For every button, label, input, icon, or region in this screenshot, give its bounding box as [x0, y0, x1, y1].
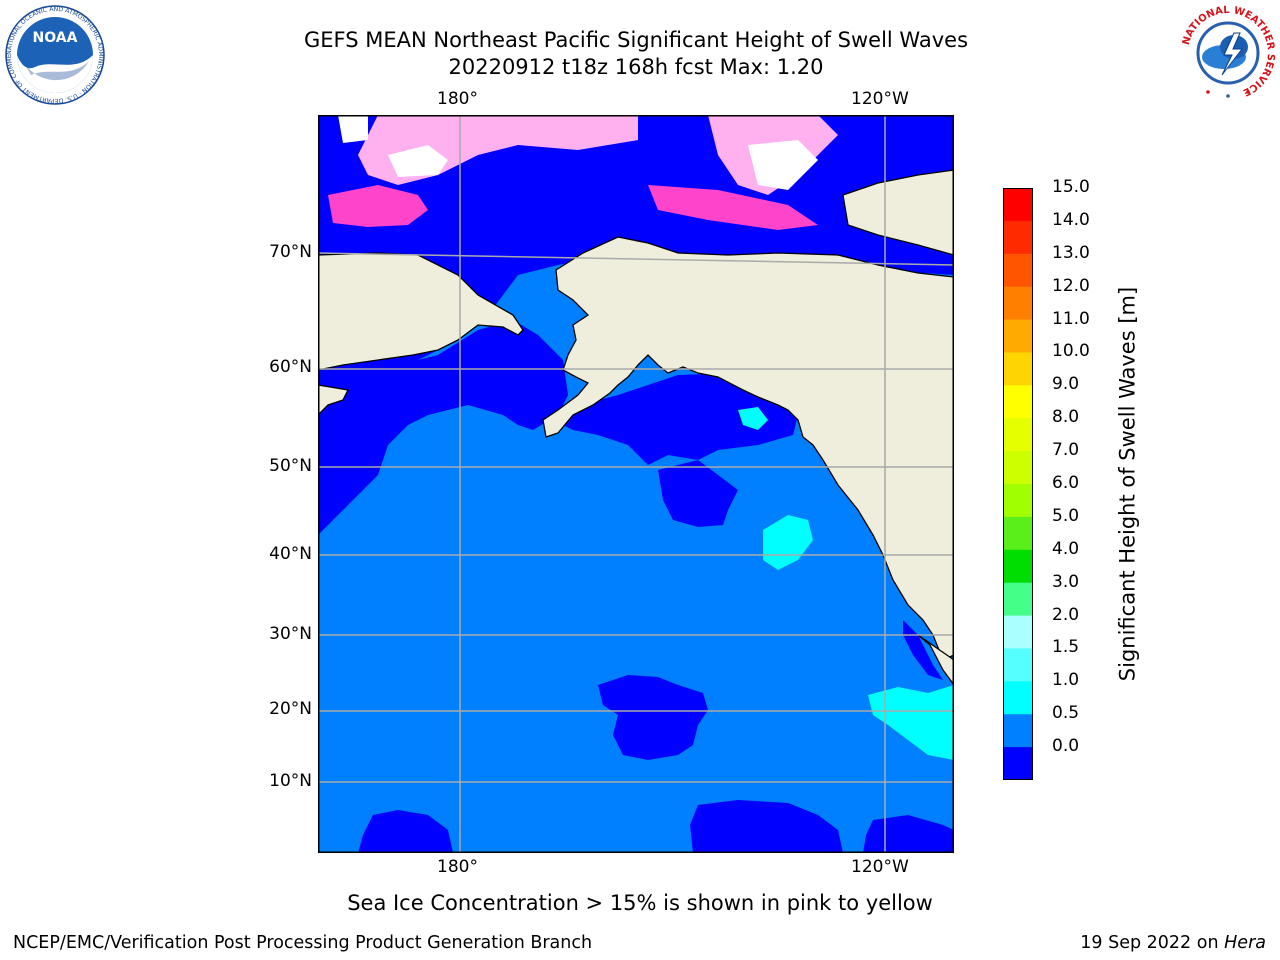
- mid-swell-bc: [738, 407, 768, 430]
- footer-branch: NCEP/EMC/Verification Post Processing Pr…: [13, 933, 593, 953]
- colorbar-tick-label: 7.0: [1052, 440, 1080, 461]
- sea-ice-white-ne: [748, 140, 818, 190]
- colorbar-tick-label: 3.0: [1052, 571, 1080, 592]
- noaa-logo-text: NOAA: [33, 30, 78, 46]
- swell-height-map: [318, 115, 954, 853]
- low-swell-bering: [318, 320, 568, 535]
- land-baja: [917, 634, 954, 687]
- lat-label-60n: 60°N: [269, 357, 312, 377]
- low-swell-south-2: [690, 800, 843, 853]
- lat-label-50n: 50°N: [269, 456, 312, 476]
- lon-label-top-180: 180°: [437, 89, 478, 109]
- colorbar-tick-label: 1.0: [1052, 670, 1080, 691]
- colorbar-tick-label: 1.5: [1052, 637, 1080, 658]
- colorbar-band: [1003, 648, 1033, 682]
- colorbar-band: [1003, 747, 1033, 781]
- mid-swell-california: [763, 515, 813, 570]
- lat-label-70n: 70°N: [269, 242, 312, 262]
- colorbar-band: [1003, 286, 1033, 321]
- footer-date-text: 19 Sep 2022 on: [1080, 933, 1219, 953]
- colorbar-band: [1003, 451, 1033, 485]
- colorbar-band: [1003, 615, 1033, 649]
- sea-ice-west: [328, 185, 428, 227]
- colorbar-band: [1003, 385, 1033, 419]
- lat-label-30n: 30°N: [269, 624, 312, 644]
- sea-ice-east: [648, 185, 818, 230]
- sea-ice-white-corner: [338, 115, 368, 143]
- colorbar-tick-label: 5.0: [1052, 505, 1080, 526]
- map-frame: [318, 115, 954, 853]
- sea-ice-regions: [328, 115, 838, 230]
- colorbar-tick-label: 2.0: [1052, 604, 1080, 625]
- mid-swell-subtropical: [868, 685, 954, 760]
- colorbar-band: [1003, 253, 1033, 288]
- colorbar-tick-label: 0.0: [1052, 736, 1080, 757]
- colorbar-tick-label: 11.0: [1052, 308, 1090, 329]
- colorbar-bands: [1003, 188, 1033, 781]
- colorbar-tick-label: 15.0: [1052, 177, 1090, 197]
- colorbar-band: [1003, 549, 1033, 584]
- noaa-logo: NATIONAL OCEANIC AND ATMOSPHERIC ADMINIS…: [3, 0, 105, 109]
- map-subtitle: 20220912 t18z 168h fcst Max: 1.20: [448, 55, 824, 79]
- colorbar-band: [1003, 484, 1033, 518]
- sea-ice-white-north: [388, 145, 448, 177]
- colorbar-title: Significant Height of Swell Waves [m]: [1115, 286, 1140, 682]
- colorbar-tick-label: 6.0: [1052, 473, 1080, 493]
- mid-swell-regions: [738, 407, 954, 760]
- low-swell-gulf-alaska: [543, 373, 798, 465]
- colorbar-tick-label: 13.0: [1052, 242, 1090, 263]
- colorbar-tick-label: 8.0: [1052, 407, 1080, 428]
- colorbar-tick-label: 14.0: [1052, 209, 1090, 230]
- lon-label-top-120w: 120°W: [851, 89, 909, 109]
- colorbar-band: [1003, 714, 1033, 748]
- colorbar-tick-label: 0.5: [1052, 703, 1080, 724]
- map-title: GEFS MEAN Northeast Pacific Significant …: [303, 28, 969, 52]
- sea-ice-note: Sea Ice Concentration > 15% is shown in …: [347, 891, 933, 915]
- colorbar-band: [1003, 352, 1033, 386]
- colorbar-band: [1003, 220, 1033, 255]
- graticule: [318, 115, 954, 853]
- nws-logo: NATIONAL WEATHER SERVICE: [1178, 3, 1278, 107]
- colorbar-band: [1003, 582, 1033, 617]
- low-swell-arctic: [318, 115, 954, 415]
- lat-label-40n: 40°N: [269, 544, 312, 564]
- land-arctic-islands: [842, 169, 954, 256]
- colorbar: [1003, 188, 1033, 781]
- low-swell-hawaii: [598, 675, 708, 760]
- low-swell-patch-ne: [658, 460, 738, 527]
- colorbar-tick-label: 9.0: [1052, 374, 1080, 395]
- colorbar-band: [1003, 681, 1033, 715]
- low-swell-south-1: [358, 810, 453, 853]
- lon-label-bottom-180: 180°: [437, 857, 478, 877]
- low-swell-regions: [318, 115, 954, 853]
- footer-host: Hera: [1224, 933, 1266, 953]
- land-chukotka: [318, 252, 524, 371]
- colorbar-tick-label: 4.0: [1052, 538, 1080, 559]
- footer-date: 19 Sep 2022 on Hera: [1080, 933, 1266, 953]
- colorbar-tick-label: 10.0: [1052, 341, 1090, 362]
- lat-label-10n: 10°N: [269, 771, 312, 791]
- colorbar-band: [1003, 418, 1033, 452]
- lon-label-bottom-120w: 120°W: [851, 857, 909, 877]
- colorbar-tick-label: 12.0: [1052, 275, 1090, 296]
- colorbar-band: [1003, 188, 1033, 222]
- lat-label-20n: 20°N: [269, 699, 312, 719]
- land-kamchatka: [318, 384, 349, 416]
- land-masses: [318, 169, 954, 687]
- land-alaska-canada: [542, 236, 954, 661]
- parallel-70n: [318, 252, 954, 266]
- colorbar-band: [1003, 516, 1033, 551]
- colorbar-band: [1003, 319, 1033, 353]
